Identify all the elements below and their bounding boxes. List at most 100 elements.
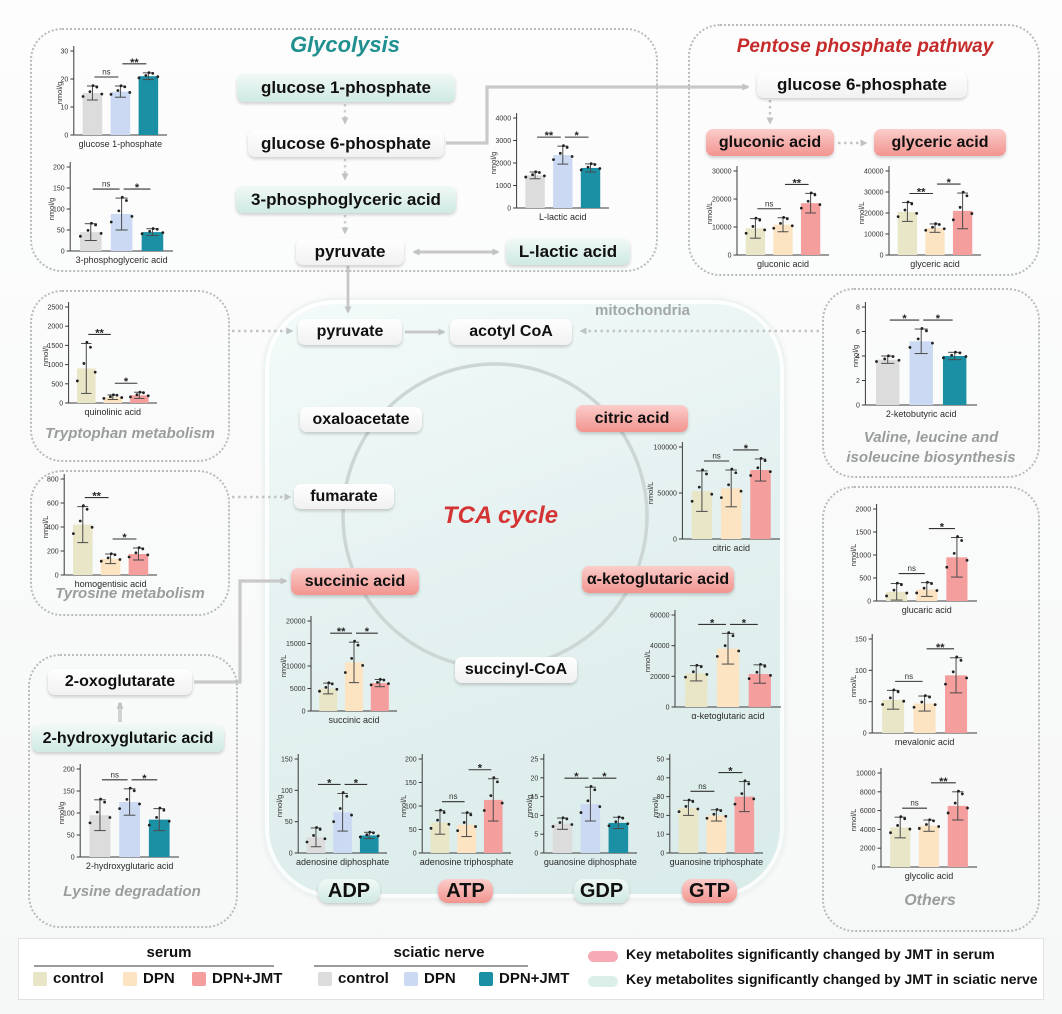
bar — [882, 699, 905, 733]
data-point — [881, 703, 884, 706]
legend-serum-underline — [34, 965, 274, 967]
data-point — [677, 810, 681, 814]
legend-label-serum-dpnjmt: DPN+JMT — [212, 970, 283, 987]
legend-panel: serum control DPN DPN+JMT sciatic nerve … — [18, 938, 1044, 1000]
data-point — [772, 226, 776, 230]
data-point — [167, 819, 171, 823]
svg-text:20000: 20000 — [864, 211, 884, 218]
data-point — [138, 390, 142, 394]
bars — [677, 779, 756, 853]
data-point — [81, 504, 85, 508]
sig-bracket: ** — [926, 642, 955, 654]
data-point — [614, 820, 618, 824]
legend-label-serum-control: control — [53, 970, 104, 987]
data-point — [127, 555, 131, 559]
svg-text:8000: 8000 — [860, 789, 876, 796]
data-point — [747, 782, 751, 786]
data-point — [562, 144, 565, 148]
bar — [89, 815, 111, 857]
svg-text:**: ** — [939, 776, 948, 788]
y-axis: 0 50 100 150 200 nmol/g — [57, 764, 81, 862]
data-point — [335, 687, 339, 691]
data-point — [744, 231, 748, 235]
legend-label-nerve-dpnjmt: DPN+JMT — [499, 970, 570, 987]
chart-svg: 0 50 100 150 200 nmol/g ns * 2-hydroxyglutaric a… — [57, 764, 179, 871]
data-point — [684, 804, 688, 808]
data-point — [552, 158, 555, 162]
chart-svg: 0 50 100 150 200 nmol/g ns * 3-phosphoglyceric a… — [47, 162, 173, 265]
chart-label: guanosine diphosphate — [544, 857, 637, 867]
data-point — [889, 831, 892, 835]
data-point — [754, 216, 758, 220]
data-point — [964, 355, 968, 358]
svg-text:0: 0 — [880, 253, 884, 260]
svg-text:**: ** — [936, 642, 945, 654]
svg-text:*: * — [122, 532, 127, 544]
data-point — [691, 670, 695, 674]
sig-bracket: * — [730, 617, 758, 629]
y-axis: 0 10 20 30 nmol/g — [55, 46, 75, 140]
svg-text:200: 200 — [47, 549, 59, 556]
bar — [483, 799, 503, 853]
svg-text:50: 50 — [285, 819, 293, 826]
svg-text:**: ** — [917, 187, 926, 199]
svg-text:20: 20 — [531, 775, 539, 782]
svg-text:0: 0 — [61, 249, 65, 256]
data-point — [758, 218, 762, 222]
data-point — [155, 227, 159, 231]
data-point — [896, 215, 900, 219]
legend-swatch-nerve-control — [318, 972, 332, 986]
data-point — [699, 665, 703, 669]
data-point — [142, 391, 145, 395]
bars — [885, 535, 969, 601]
y-axis: 0 10000 20000 30000 nmol/L — [705, 166, 738, 260]
data-point — [132, 789, 136, 793]
data-point — [755, 670, 759, 674]
data-point — [956, 535, 959, 538]
bar-chart-gtp: 0 10 20 30 40 50 nmol/L ns * guanosine triphospha… — [648, 746, 766, 868]
svg-text:**: ** — [130, 57, 139, 69]
data-point — [905, 591, 909, 595]
data-point — [626, 822, 630, 826]
data-point — [442, 811, 446, 814]
data-point — [81, 95, 85, 98]
data-point — [332, 820, 336, 824]
data-point — [920, 327, 924, 330]
sig-bracket: ns — [895, 672, 923, 682]
bar-chart-gluconic-acid: 0 10000 20000 30000 nmol/L ns ** gluconic acid — [702, 158, 832, 270]
sig-bracket: ** — [84, 491, 109, 503]
data-point — [356, 643, 360, 647]
data-point — [82, 362, 86, 365]
legend-label-serum-dpn: DPN — [143, 970, 175, 987]
bar-chart-gdp: 0 5 10 15 20 25 nmol/g * * guanosine diphosphate — [522, 746, 640, 868]
data-point — [100, 92, 104, 96]
data-point — [146, 394, 150, 398]
data-point — [730, 467, 734, 471]
data-point — [534, 170, 538, 174]
data-point — [763, 228, 767, 232]
data-point — [538, 171, 541, 174]
svg-text:*: * — [574, 771, 579, 783]
bar — [580, 804, 601, 853]
svg-text:40000: 40000 — [864, 169, 884, 176]
bars — [88, 786, 171, 857]
data-point — [951, 670, 955, 674]
data-point — [749, 474, 753, 477]
tca-cycle-title: TCA cycle — [442, 502, 559, 529]
sig-bracket: * — [923, 313, 953, 325]
svg-text:1000: 1000 — [496, 183, 512, 190]
svg-text:2: 2 — [856, 378, 860, 385]
data-point — [106, 556, 110, 560]
y-axis: 0 50 100 150 nmol/L — [849, 634, 873, 738]
bar — [691, 491, 713, 539]
sig-bracket: ns — [690, 782, 715, 792]
bar — [553, 155, 573, 208]
node-gtp: GTP — [682, 879, 737, 903]
data-point — [743, 779, 747, 783]
data-point — [705, 472, 708, 476]
data-point — [99, 797, 103, 801]
y-axis-unit: nmol/L — [849, 544, 858, 567]
data-point — [899, 815, 903, 819]
data-point — [85, 507, 89, 511]
data-point — [925, 329, 928, 333]
